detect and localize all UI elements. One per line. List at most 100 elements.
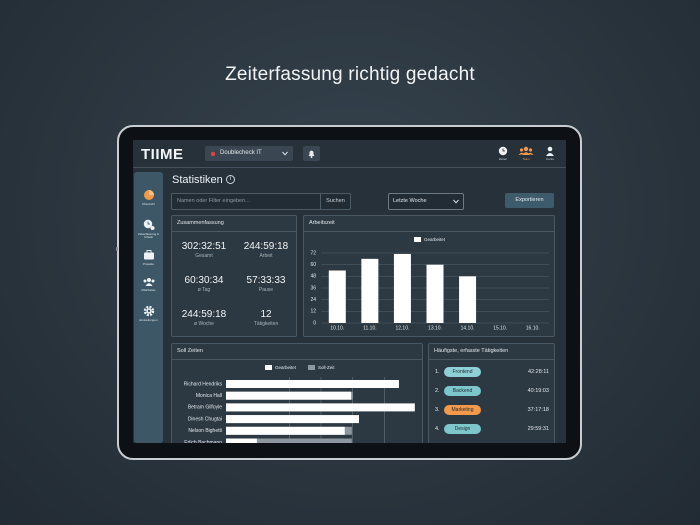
sidebar-item[interactable]: Einstellungen	[134, 305, 163, 322]
sidebar-label: Mitarbeiter	[141, 287, 156, 292]
search-field[interactable]: Namen oder Filter eingeben... Suchen	[171, 193, 351, 210]
headline: Zeiterfassung richtig gedacht	[225, 64, 475, 85]
summary-value: 302:32:51	[181, 241, 227, 252]
bar	[226, 415, 359, 424]
sidebar-label: Einstellungen	[139, 317, 158, 322]
x-tick-label: 11.10.	[363, 325, 377, 331]
legend-label: Gearbeitet	[275, 365, 297, 370]
bar	[226, 438, 352, 443]
legend-swatch	[308, 365, 315, 370]
activity-time: 29:59:31	[527, 426, 549, 432]
activity-rank: 2.	[435, 388, 440, 394]
summary-panel: Zusammenfassung 302:32:51 Gesamt 244:59:18…	[171, 215, 297, 337]
target-chart: Gearbeitet Soll-Zeit Richard Hendriks Monic…	[184, 365, 415, 443]
notification-button[interactable]	[303, 146, 320, 161]
legend-swatch	[265, 365, 272, 370]
time-nav[interactable]: Zeiten	[492, 146, 514, 166]
summary-label: Tätigkeiten	[253, 321, 279, 327]
bar	[226, 380, 399, 388]
x-tick-label: 10.10.	[330, 325, 344, 331]
x-tick-label: 16.10.	[526, 325, 540, 331]
pie-icon	[143, 190, 154, 200]
company-select[interactable]: Doublecheck IT	[205, 146, 293, 161]
page-title: Statistiken	[172, 174, 223, 186]
summary-value: 244:59:18	[181, 309, 227, 320]
person-icon	[546, 146, 554, 156]
worktime-chart: 0 12 24 36 48 60 72 Gearbeitet 10.10. 11.10. 12.10…	[310, 237, 549, 331]
summary-label: Gesamt	[195, 253, 213, 259]
sidebar-label: Übersicht	[142, 201, 155, 206]
y-tick-label: 12	[310, 309, 316, 315]
clock-icon	[498, 146, 508, 156]
export-button[interactable]: Exportieren	[505, 193, 554, 208]
y-tick-label: 48	[310, 274, 316, 280]
team-nav[interactable]: Team	[515, 146, 537, 166]
y-tick-label: Betram Gilfoyle	[188, 405, 222, 411]
summary-label: Arbeit	[259, 253, 273, 259]
bar	[426, 264, 444, 323]
activity-rank: 4.	[435, 426, 440, 432]
sidebar-label: Projekte	[142, 261, 154, 266]
top-bar: TIIME Doublecheck IT Zeiten Team Konto	[133, 140, 566, 168]
nav-label: Team	[522, 157, 530, 161]
sidebar-item[interactable]: Zeiterfassung & Urlaub	[134, 219, 163, 240]
clock-person-icon	[143, 219, 154, 230]
y-tick-label: Richard Hendriks	[184, 381, 223, 387]
activity-rank: 1.	[435, 369, 440, 375]
activity-tag: Design	[444, 424, 481, 434]
account-nav[interactable]: Konto	[539, 146, 561, 166]
bar	[226, 391, 352, 400]
y-tick-label: 72	[310, 250, 316, 256]
x-tick-label: 15.10.	[493, 325, 507, 331]
y-tick-label: 24	[310, 297, 316, 303]
bell-icon	[308, 150, 315, 158]
search-placeholder: Namen oder Filter eingeben...	[177, 198, 250, 204]
nav-label: Zeiten	[498, 157, 508, 161]
panel-title: Zusammenfassung	[172, 216, 296, 232]
y-tick-label: Dinesh Chugtai	[188, 416, 222, 422]
bar	[393, 253, 411, 323]
period-select[interactable]: Letzte Woche	[388, 193, 464, 210]
y-tick-label: Erlich Bachmann	[184, 440, 222, 443]
briefcase-icon	[143, 250, 154, 260]
bar	[226, 426, 345, 435]
activity-tag: Marketing	[444, 405, 481, 415]
sidebar-item[interactable]: Übersicht	[134, 189, 163, 206]
panel-title: Häufigste, erfasste Tätigkeiten	[429, 344, 554, 360]
summary-value: 57:33:33	[246, 275, 286, 286]
sidebar: Übersicht Zeiterfassung & Urlaub Projekt…	[134, 172, 163, 443]
target-panel: Soll Zeiten Gearbeitet Soll-Zeit Richard H…	[171, 343, 423, 443]
sidebar-label: Zeiterfassung & Urlaub	[137, 231, 159, 239]
chevron	[453, 199, 459, 204]
info-icon[interactable]: i	[226, 175, 235, 184]
sidebar-item[interactable]: Projekte	[134, 249, 163, 266]
side-dot	[116, 247, 118, 251]
activity-time: 42:28:11	[527, 369, 549, 375]
bar	[328, 270, 346, 323]
bar	[226, 438, 257, 443]
y-tick-label: Nelson Bighetti	[188, 428, 222, 434]
bar	[361, 258, 379, 323]
summary-value: 60:30:34	[184, 275, 224, 286]
summary-value: 12	[260, 309, 272, 320]
y-tick-label: 36	[310, 285, 316, 291]
period-label: Letzte Woche	[393, 198, 427, 204]
activities-panel: Häufigste, erfasste Tätigkeiten 1. Fronte…	[428, 343, 555, 443]
bar	[459, 276, 477, 323]
activity-rank: 3.	[435, 407, 440, 413]
summary-value: 244:59:18	[243, 241, 289, 252]
chevron	[282, 151, 288, 156]
status-dot	[210, 151, 216, 157]
search-button[interactable]: Suchen	[320, 194, 350, 209]
x-tick-label: 14.10.	[461, 325, 475, 331]
legend-swatch	[414, 237, 421, 242]
activity-time: 40:19:03	[527, 388, 549, 394]
logo[interactable]: TIIME	[141, 146, 184, 163]
x-tick-label: 13.10.	[428, 325, 442, 331]
activity-time: 37:17:18	[527, 407, 549, 413]
sidebar-item[interactable]: Mitarbeiter	[134, 277, 163, 292]
worktime-panel: Arbeitszeit 0 12 24 36 48 60 72 Gearbeitet 10.10…	[303, 215, 555, 337]
gear-icon	[143, 305, 154, 317]
bar	[226, 403, 415, 412]
